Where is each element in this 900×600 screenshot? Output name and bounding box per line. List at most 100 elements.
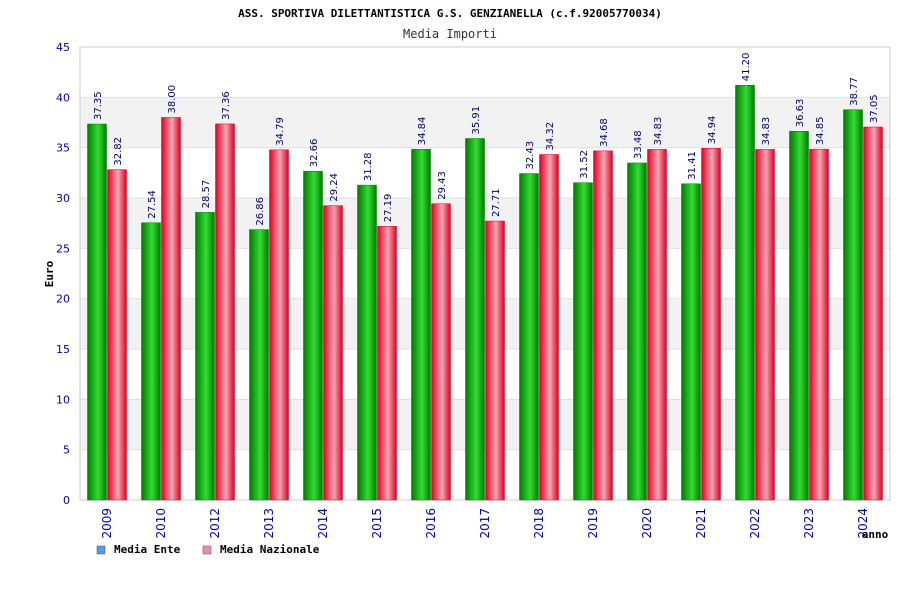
x-tick-label: 2020 xyxy=(640,508,654,539)
data-label: 33.48 xyxy=(633,130,644,159)
data-label: 27.19 xyxy=(383,194,394,223)
bar-media-ente-2017 xyxy=(465,138,485,501)
y-axis-ticks: 0 5 10 15 20 25 30 35 40 45 xyxy=(56,41,70,507)
data-label: 38.77 xyxy=(849,77,860,106)
x-tick-label: 2014 xyxy=(316,508,330,539)
bar-media-nazionale-2015 xyxy=(377,226,397,501)
data-label: 34.94 xyxy=(707,116,718,145)
data-label: 32.66 xyxy=(309,139,320,168)
y-tick-label: 10 xyxy=(56,393,70,406)
x-tick-label: 2023 xyxy=(802,508,816,539)
bar-media-ente-2022 xyxy=(735,85,755,501)
x-tick-label: 2018 xyxy=(532,508,546,539)
x-tick-label: 2016 xyxy=(424,508,438,539)
y-tick-label: 35 xyxy=(56,142,70,155)
x-tick-label: 2013 xyxy=(262,508,276,539)
grid-band xyxy=(80,198,890,249)
data-label: 35.91 xyxy=(471,106,482,135)
plot-background xyxy=(80,97,890,450)
chart-title: ASS. SPORTIVA DILETTANTISTICA G.S. GENZI… xyxy=(238,7,662,20)
data-label: 37.05 xyxy=(869,94,880,123)
data-label: 34.83 xyxy=(653,117,664,146)
data-label: 31.52 xyxy=(579,150,590,179)
bar-media-nazionale-2009 xyxy=(107,169,127,501)
bar-media-nazionale-2013 xyxy=(269,149,289,501)
bar-media-nazionale-2016 xyxy=(431,203,451,501)
data-label: 32.82 xyxy=(113,137,124,166)
bar-media-nazionale-2022 xyxy=(755,149,775,501)
y-tick-label: 0 xyxy=(63,494,70,507)
bar-media-nazionale-2024 xyxy=(863,126,883,501)
legend: Media Ente Media Nazionale xyxy=(96,543,320,556)
bar-media-ente-2024 xyxy=(843,109,863,501)
x-tick-label: 2015 xyxy=(370,508,384,539)
data-label: 32.43 xyxy=(525,141,536,170)
x-tick-label: 2010 xyxy=(154,508,168,539)
data-label: 29.24 xyxy=(329,173,340,202)
bar-media-nazionale-2019 xyxy=(593,150,613,501)
y-tick-label: 15 xyxy=(56,343,70,356)
bar-media-ente-2010 xyxy=(141,222,161,501)
bar-media-nazionale-2014 xyxy=(323,205,343,501)
data-label: 36.63 xyxy=(795,99,806,128)
data-label: 34.85 xyxy=(815,117,826,146)
grid-band xyxy=(80,298,890,349)
legend-swatch-media-ente xyxy=(96,545,106,555)
y-axis-label: Euro xyxy=(43,260,56,287)
x-axis-label: anno xyxy=(862,528,889,541)
bar-media-ente-2018 xyxy=(519,173,539,501)
data-label: 41.20 xyxy=(741,53,752,82)
x-tick-label: 2012 xyxy=(208,508,222,539)
x-tick-label: 2024 xyxy=(856,508,870,539)
y-tick-label: 30 xyxy=(56,192,70,205)
y-tick-label: 25 xyxy=(56,242,70,255)
x-tick-label: 2009 xyxy=(100,508,114,539)
bar-media-ente-2021 xyxy=(681,183,701,501)
data-label: 34.68 xyxy=(599,118,610,147)
data-label: 31.28 xyxy=(363,152,374,181)
x-tick-label: 2019 xyxy=(586,508,600,539)
bar-media-ente-2012 xyxy=(195,212,215,501)
y-tick-label: 5 xyxy=(63,444,70,457)
data-label: 27.54 xyxy=(147,190,158,219)
grid-band xyxy=(80,97,890,148)
data-label: 34.79 xyxy=(275,117,286,146)
bar-media-nazionale-2018 xyxy=(539,154,559,501)
plot-frame xyxy=(79,46,891,501)
x-tick-label: 2021 xyxy=(694,508,708,539)
bar-media-ente-2015 xyxy=(357,184,377,501)
y-tick-label: 20 xyxy=(56,293,70,306)
bar-media-nazionale-2012 xyxy=(215,123,235,501)
bar-media-ente-2020 xyxy=(627,162,647,501)
data-label: 27.71 xyxy=(491,188,502,217)
bar-media-ente-2019 xyxy=(573,182,593,501)
bar-media-nazionale-2017 xyxy=(485,220,505,501)
x-tick-label: 2022 xyxy=(748,508,762,539)
bar-media-nazionale-2023 xyxy=(809,148,829,501)
bar-media-ente-2014 xyxy=(303,170,323,501)
data-label: 26.86 xyxy=(255,197,266,226)
y-tick-label: 40 xyxy=(56,91,70,104)
legend-label-media-nazionale: Media Nazionale xyxy=(220,543,320,556)
bar-media-ente-2016 xyxy=(411,149,431,501)
data-label: 37.35 xyxy=(93,91,104,120)
y-tick-label: 45 xyxy=(56,41,70,54)
x-tick-label: 2017 xyxy=(478,508,492,539)
data-label: 34.84 xyxy=(417,117,428,146)
chart-subtitle: Media Importi xyxy=(403,27,497,41)
bar-media-nazionale-2021 xyxy=(701,148,721,501)
data-label: 28.57 xyxy=(201,180,212,209)
x-axis-ticks: 2009 2010 2012 2013 2014 2015 2016 2017 2018 2019… xyxy=(100,508,870,539)
legend-swatch-media-nazionale xyxy=(202,545,212,555)
bar-media-ente-2023 xyxy=(789,131,809,501)
bar-media-ente-2013 xyxy=(249,229,269,501)
grid-band xyxy=(80,399,890,450)
data-label: 29.43 xyxy=(437,171,448,200)
bar-media-ente-2009 xyxy=(87,123,107,501)
bar-media-nazionale-2020 xyxy=(647,149,667,501)
bar-media-nazionale-2010 xyxy=(161,117,181,501)
data-label: 37.36 xyxy=(221,91,232,120)
data-label: 34.32 xyxy=(545,122,556,151)
